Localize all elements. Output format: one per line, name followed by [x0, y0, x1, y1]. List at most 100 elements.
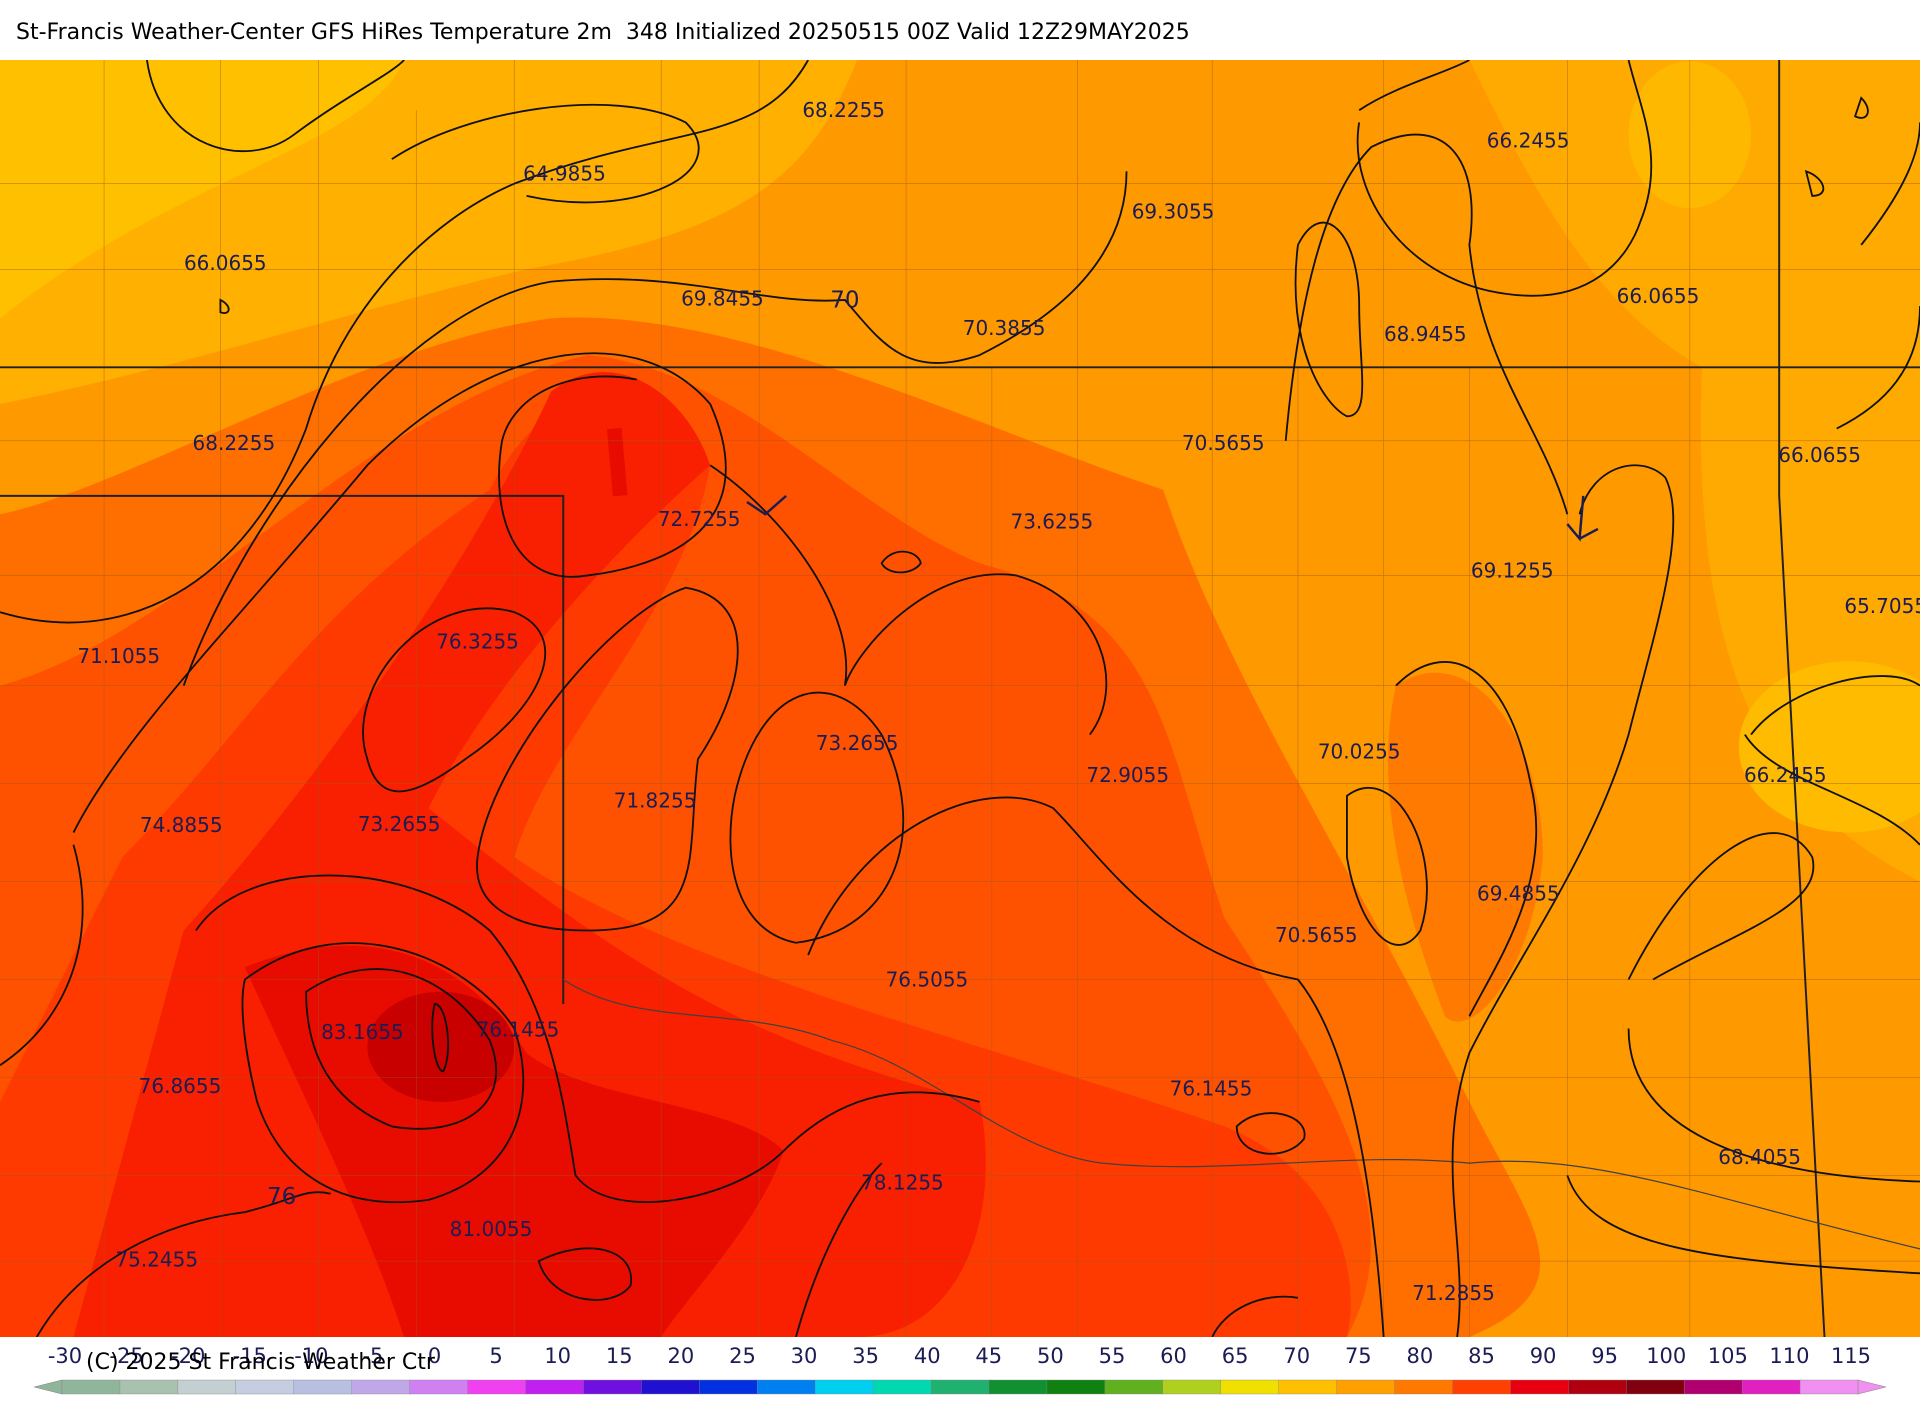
colorbar-segment [699, 1379, 758, 1395]
colorbar-tick-label: 95 [1591, 1344, 1618, 1368]
colorbar-segment [1626, 1379, 1685, 1395]
colorbar-segment [1336, 1379, 1396, 1395]
colorbar-segment [467, 1379, 527, 1395]
colorbar-tick-label: 55 [1099, 1344, 1126, 1368]
contour-label: 70 [830, 288, 859, 314]
colorbar-tick-label: 115 [1831, 1344, 1871, 1368]
colorbar-segment [1278, 1379, 1338, 1395]
colorbar-tick-label: 75 [1345, 1344, 1372, 1368]
colorbar-segment [988, 1379, 1048, 1395]
colorbar-tick-label: -30 [48, 1344, 82, 1368]
contour-label: 69.3055 [1132, 200, 1215, 224]
contour-lines [0, 60, 1920, 1337]
colorbar-segment [583, 1379, 643, 1395]
colorbar-tick-label: 10 [544, 1344, 571, 1368]
colorbar-segment [641, 1379, 700, 1395]
contour-label: 66.2455 [1487, 129, 1570, 153]
colorbar-segment [814, 1379, 874, 1395]
colorbar-tick-label: 50 [1037, 1344, 1064, 1368]
colorbar-tick-label: 45 [975, 1344, 1002, 1368]
county-lines [0, 60, 1920, 1337]
colorbar-segment [293, 1379, 353, 1395]
colorbar-segment [119, 1379, 179, 1395]
colorbar-segment [177, 1379, 237, 1395]
temp-field [1387, 672, 1543, 1022]
temp-field [367, 991, 515, 1102]
colorbar-tick-label: 30 [791, 1344, 818, 1368]
temp-field [1738, 661, 1920, 833]
colorbar-segment [1220, 1379, 1280, 1395]
colorbar-tick-label: 5 [489, 1344, 502, 1368]
contour-label: 75.2455 [115, 1248, 198, 1272]
colorbar-tick-label: 100 [1646, 1344, 1686, 1368]
colorbar-segment [757, 1379, 816, 1395]
contour-label: 70.3855 [963, 316, 1046, 340]
contour-label: 76.3255 [436, 629, 519, 653]
colorbar-segment [1394, 1379, 1454, 1395]
colorbar-tick-label: 85 [1468, 1344, 1495, 1368]
colorbar-segment [525, 1379, 585, 1395]
contour-label: 71.1055 [77, 644, 160, 668]
contour-label: 74.8855 [140, 813, 223, 837]
contour-label: 72.7255 [658, 507, 741, 531]
contour-label: 66.2455 [1744, 763, 1827, 787]
contour-label: 66.0655 [1617, 284, 1700, 308]
contour-label: 66.0655 [1778, 443, 1861, 467]
contour-label: 68.2255 [802, 98, 885, 122]
contour-label: 76.1455 [1170, 1076, 1253, 1100]
colorbar-tick-label: 105 [1708, 1344, 1748, 1368]
contour-label: 65.7055 [1844, 594, 1920, 618]
colorbar-tick-label: 25 [729, 1344, 756, 1368]
contour-label: 78.1255 [861, 1171, 944, 1195]
temp-field [73, 372, 986, 1337]
contour-label: 76.8655 [139, 1074, 222, 1098]
colorbar-tick-label: -5 [362, 1344, 383, 1368]
colorbar-segment [1741, 1379, 1801, 1395]
wind-barbs [746, 494, 1599, 542]
temp-field [606, 428, 628, 497]
colorbar-tick-label: 110 [1769, 1344, 1809, 1368]
colorbar-segment [1162, 1379, 1222, 1395]
contour-label: 66.0655 [184, 251, 267, 275]
state-lines [0, 60, 1920, 1337]
colorbar-tick-label: 80 [1407, 1344, 1434, 1368]
colorbar-tick-label: 60 [1160, 1344, 1187, 1368]
contour-label: 69.1255 [1471, 558, 1554, 582]
contour-label: 73.6255 [1010, 509, 1093, 533]
copyright: (C) 2025 St Francis Weather Ctr [86, 1350, 436, 1375]
colorbar-tick-label: -10 [294, 1344, 328, 1368]
contour-label: 69.8455 [681, 287, 764, 311]
title: St-Francis Weather-Center GFS HiRes Temp… [16, 20, 1190, 45]
colorbar-tick-label: 70 [1283, 1344, 1310, 1368]
contour-label: 70.0255 [1318, 740, 1401, 764]
contour-label: 81.0055 [450, 1217, 533, 1241]
temp-field [0, 60, 405, 319]
contour-label: 76.1455 [477, 1018, 560, 1042]
colorbar-segment [1104, 1379, 1164, 1395]
colorbar-tick-label: 65 [1222, 1344, 1249, 1368]
colorbar-tick-label: 40 [914, 1344, 941, 1368]
colorbar-segment [1046, 1379, 1106, 1395]
colorbar-tick-label: -15 [233, 1344, 267, 1368]
colorbar-tick-label: 0 [428, 1344, 441, 1368]
contour-label: 68.9455 [1384, 322, 1467, 346]
colorbar-tick-label: 20 [667, 1344, 694, 1368]
contour-label: 73.2655 [358, 812, 441, 836]
contour-label: 70.5655 [1275, 923, 1358, 947]
contour-label: 71.2855 [1412, 1281, 1495, 1305]
colorbar-segment [1799, 1379, 1859, 1395]
colorbar-segment [1568, 1379, 1627, 1395]
contour-label: 83.1655 [321, 1020, 404, 1044]
contour-label: 64.9855 [523, 162, 606, 186]
map-area [0, 60, 1920, 1337]
contour-label: 76 [267, 1184, 296, 1210]
colorbar-segment [351, 1379, 411, 1395]
contour-label: 72.9055 [1086, 763, 1169, 787]
colorbar-segment [235, 1379, 295, 1395]
colorbar-segment [1452, 1379, 1512, 1395]
contour-label: 70.5655 [1182, 431, 1265, 455]
contour-label: 76.5055 [886, 967, 969, 991]
colorbar-segment [1683, 1379, 1743, 1395]
colorbar-tick-label: -25 [109, 1344, 143, 1368]
